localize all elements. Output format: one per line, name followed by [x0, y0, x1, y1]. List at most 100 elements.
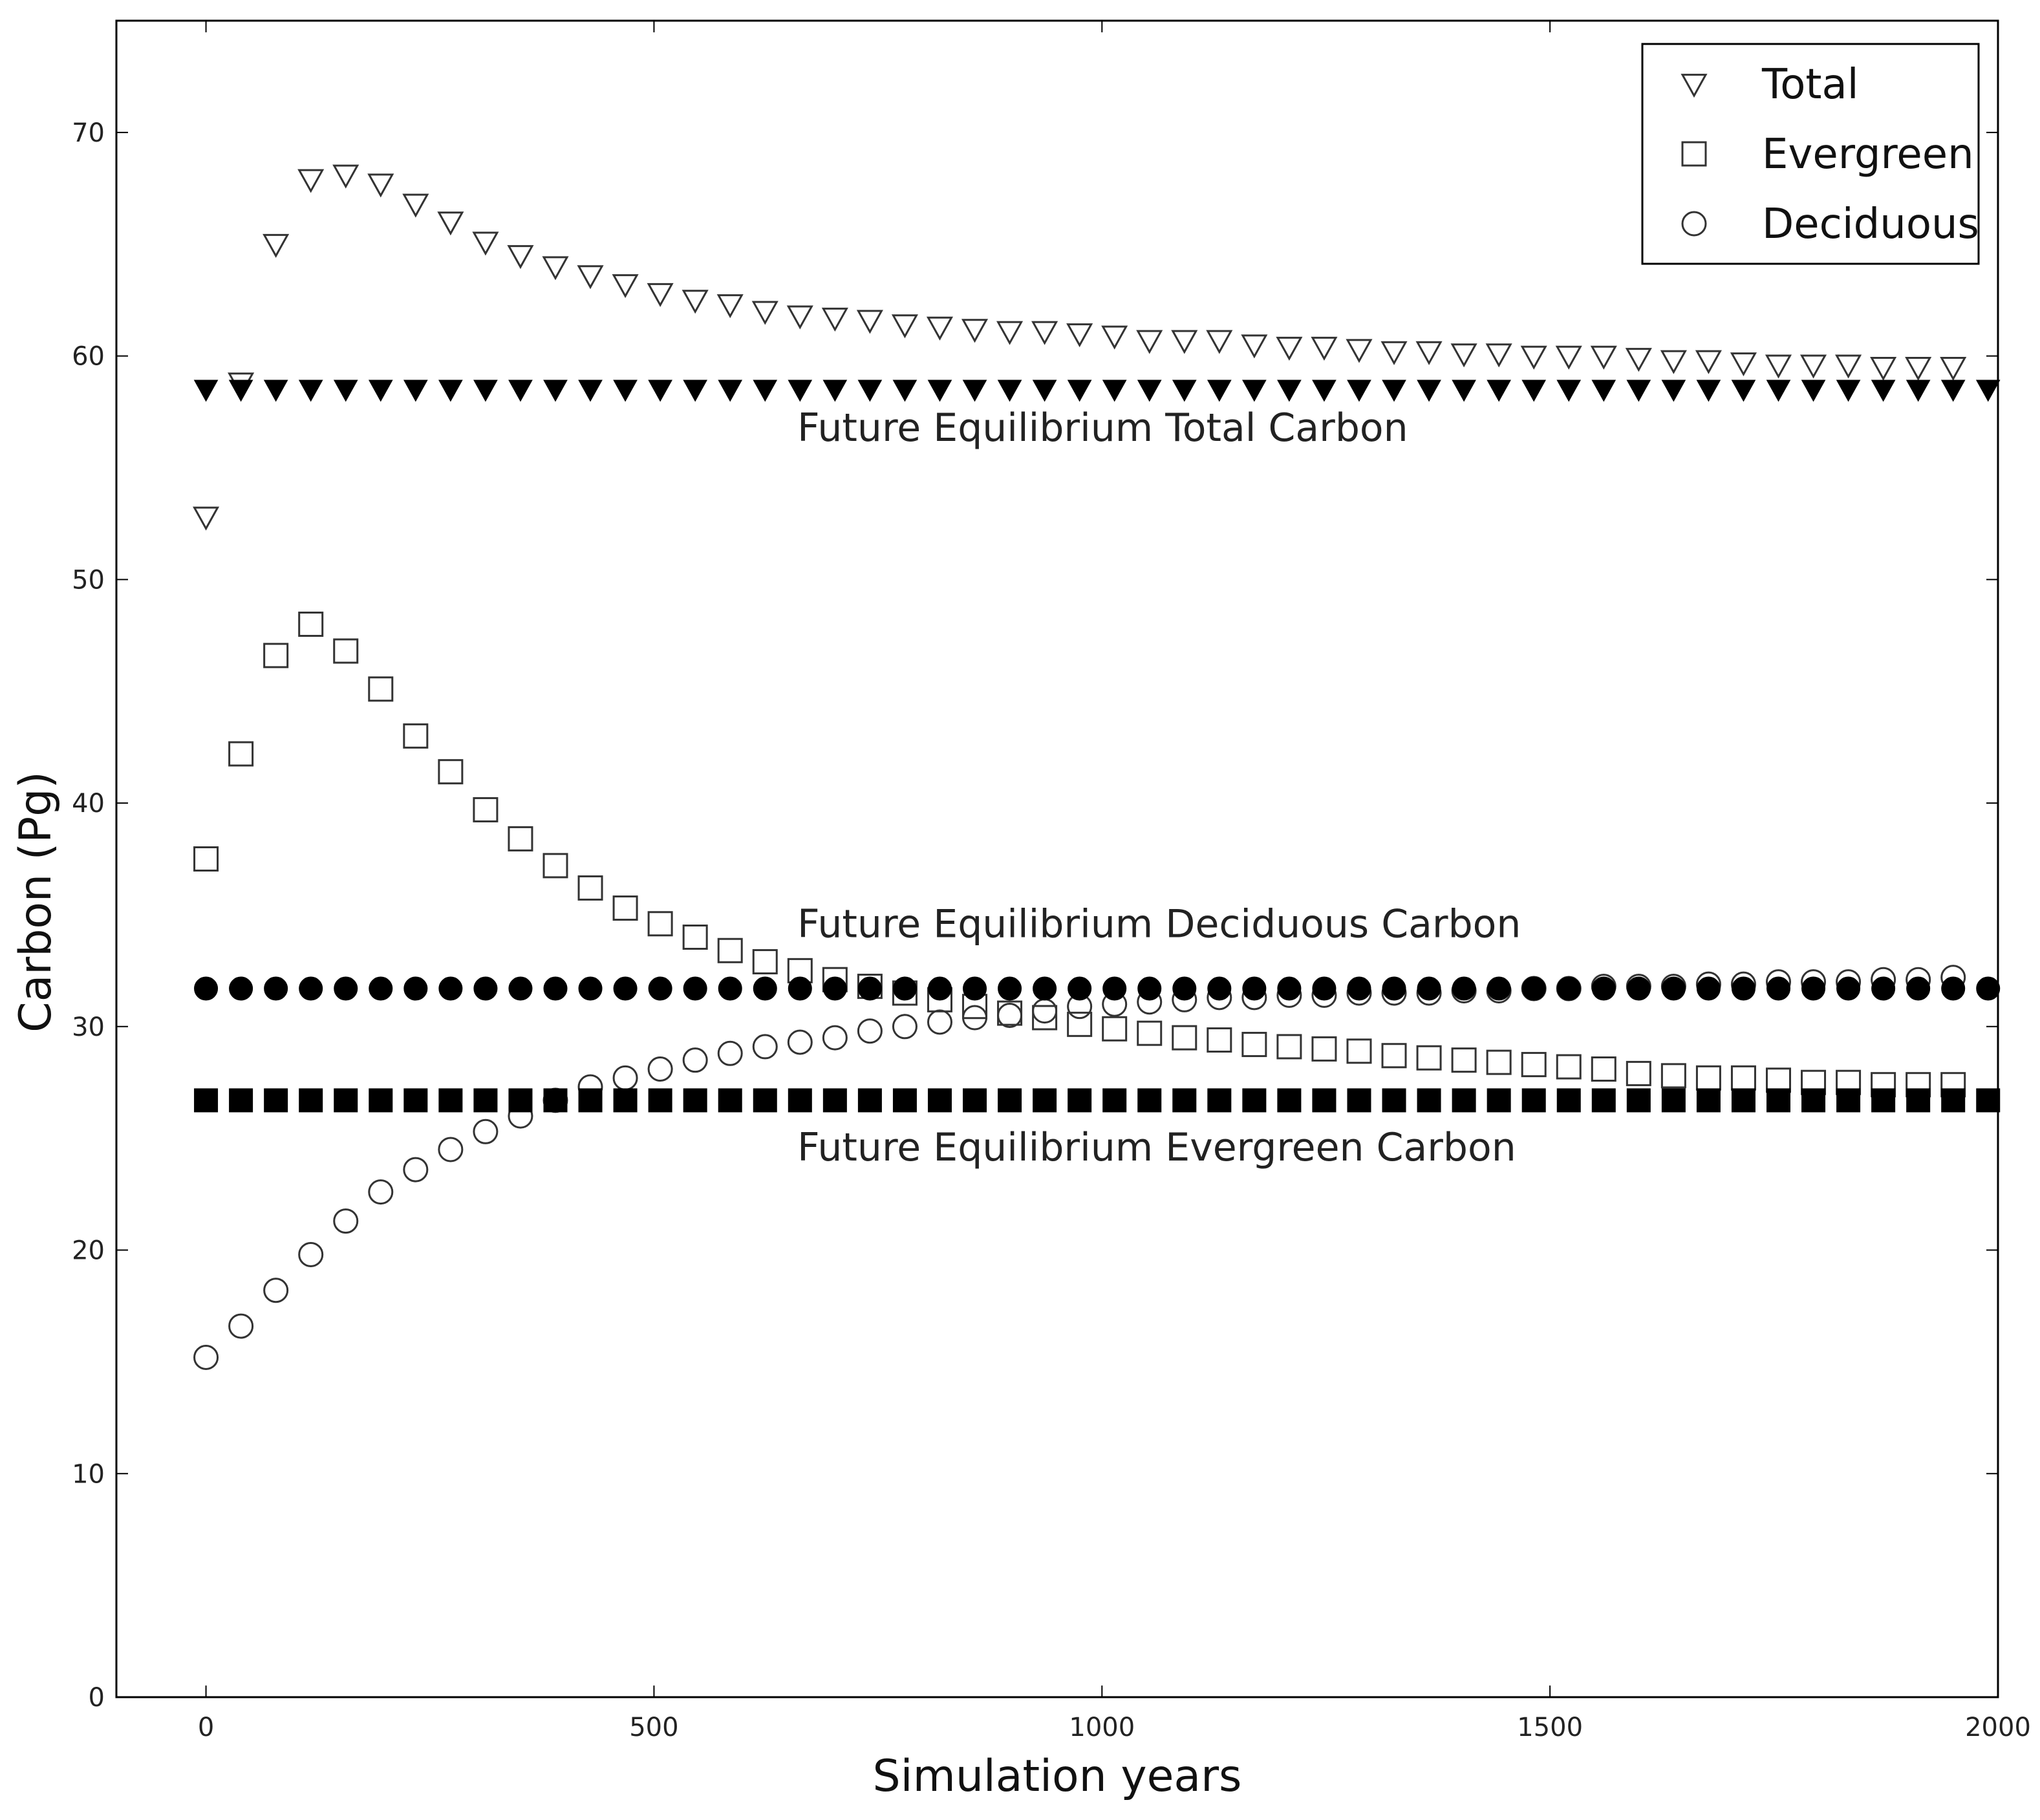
equilibrium-triangle-point	[508, 380, 533, 402]
equilibrium-triangle-point	[1906, 380, 1931, 402]
evergreen-point	[1660, 1063, 1686, 1089]
equilibrium-triangle-point	[193, 380, 219, 402]
legend-deciduous-label: Deciduous	[1762, 200, 1979, 248]
legend-evergreen-marker	[1681, 141, 1707, 167]
equilibrium-circle-point	[1626, 976, 1651, 1001]
equilibrium-triangle-point	[1452, 380, 1476, 402]
equilibrium-triangle-point	[1067, 380, 1092, 402]
equilibrium-circle-point	[857, 976, 882, 1001]
total-point	[263, 233, 290, 258]
equilibrium-circle-point	[1277, 976, 1302, 1001]
y-tick-label: 60	[72, 342, 105, 372]
equilibrium-triangle-point	[473, 380, 498, 402]
deciduous-point	[787, 1029, 813, 1055]
equilibrium-triangle-point	[962, 380, 987, 402]
evergreen-point	[577, 875, 603, 901]
deciduous-point	[752, 1034, 778, 1060]
x-axis-title: Simulation years	[873, 1751, 1242, 1802]
total-point	[1415, 341, 1443, 365]
equilibrium-triangle-point	[1975, 380, 2001, 402]
legend-evergreen-label: Evergreen	[1762, 131, 1974, 178]
equilibrium-square-point	[369, 1088, 393, 1113]
equilibrium-square-point	[1207, 1088, 1232, 1113]
y-tick-label: 10	[72, 1459, 105, 1489]
total-point	[402, 193, 429, 218]
equilibrium-square-point	[1696, 1088, 1721, 1113]
equilibrium-triangle-point	[1102, 380, 1127, 402]
equilibrium-square-point	[753, 1088, 777, 1113]
equilibrium-triangle-point	[1347, 380, 1371, 402]
deciduous-point	[263, 1278, 289, 1303]
equilibrium-circle-point	[334, 976, 358, 1001]
total-point	[682, 290, 709, 314]
deciduous-point	[333, 1208, 359, 1234]
equilibrium-circle-point	[1591, 976, 1616, 1001]
equilibrium-circle-point	[1068, 976, 1092, 1001]
equilibrium-square-point	[334, 1088, 358, 1113]
legend-deciduous-marker	[1681, 211, 1707, 237]
equilibrium-circle-point	[473, 976, 498, 1001]
equilibrium-circle-point	[1033, 976, 1057, 1001]
equilibrium-triangle-point	[1801, 380, 1826, 402]
evergreen-point	[1486, 1049, 1512, 1075]
equilibrium-triangle-point	[1487, 380, 1512, 402]
total-point	[716, 294, 744, 319]
total-point	[332, 164, 360, 189]
x-tick-label: 0	[198, 1713, 214, 1742]
equilibrium-circle-point	[1836, 976, 1861, 1001]
deciduous-point	[927, 1009, 952, 1035]
total-point	[996, 321, 1024, 345]
equilibrium-circle-point	[927, 976, 952, 1001]
equilibrium-square-point	[1626, 1088, 1651, 1113]
equilibrium-circle-point	[1417, 976, 1441, 1001]
equilibrium-triangle-point	[1312, 380, 1337, 402]
total-point	[1590, 345, 1617, 370]
evergreen-point	[1311, 1036, 1337, 1062]
evergreen-point	[228, 741, 254, 767]
equilibrium-circle-point	[1207, 976, 1232, 1001]
total-point	[647, 283, 674, 307]
equilibrium-square-point	[1277, 1088, 1302, 1113]
equilibrium-triangle-point	[1277, 380, 1302, 402]
equilibrium-triangle-point	[298, 380, 323, 402]
equilibrium-triangle-point	[1242, 380, 1267, 402]
equilibrium-circle-point	[1312, 976, 1337, 1001]
total-point	[1625, 348, 1652, 372]
equilibrium-circle-point	[753, 976, 777, 1001]
evergreen-point	[1137, 1020, 1163, 1046]
total-point	[1241, 334, 1268, 359]
evergreen-point	[717, 937, 743, 963]
equilibrium-triangle-point	[892, 380, 918, 402]
deciduous-point	[473, 1119, 499, 1144]
equilibrium-circle-point	[543, 976, 568, 1001]
equilibrium-square-point	[648, 1088, 672, 1113]
total-point	[577, 265, 604, 290]
total-point	[891, 314, 918, 339]
evergreen-point	[1416, 1045, 1442, 1071]
equilibrium-circle-point	[1347, 976, 1371, 1001]
total-point	[1870, 356, 1897, 381]
x-tick-label: 500	[629, 1713, 678, 1742]
total-point	[1276, 336, 1303, 361]
x-tick-label: 1500	[1517, 1713, 1583, 1742]
equilibrium-square-point	[788, 1088, 812, 1113]
equilibrium-circle-point	[403, 976, 428, 1001]
evergreen-point	[1556, 1054, 1582, 1080]
equilibrium-circle-point	[613, 976, 638, 1001]
equilibrium-circle-point	[1521, 976, 1546, 1001]
equilibrium-triangle-point	[1417, 380, 1441, 402]
total-point	[1835, 354, 1862, 379]
y-tick-label: 70	[72, 118, 105, 148]
plot-frame	[115, 19, 1999, 1698]
equilibrium-triangle-point	[1207, 380, 1232, 402]
equilibrium-square-point	[1766, 1088, 1790, 1113]
equilibrium-circle-point	[1801, 976, 1826, 1001]
y-tick-label: 20	[72, 1236, 105, 1266]
deciduous-point	[962, 1005, 988, 1031]
equilibrium-circle-point	[1102, 976, 1127, 1001]
total-point	[1660, 350, 1687, 374]
equilibrium-square-point	[1242, 1088, 1267, 1113]
equilibrium-square-point	[1487, 1088, 1511, 1113]
equilibrium-triangle-point	[718, 380, 743, 402]
